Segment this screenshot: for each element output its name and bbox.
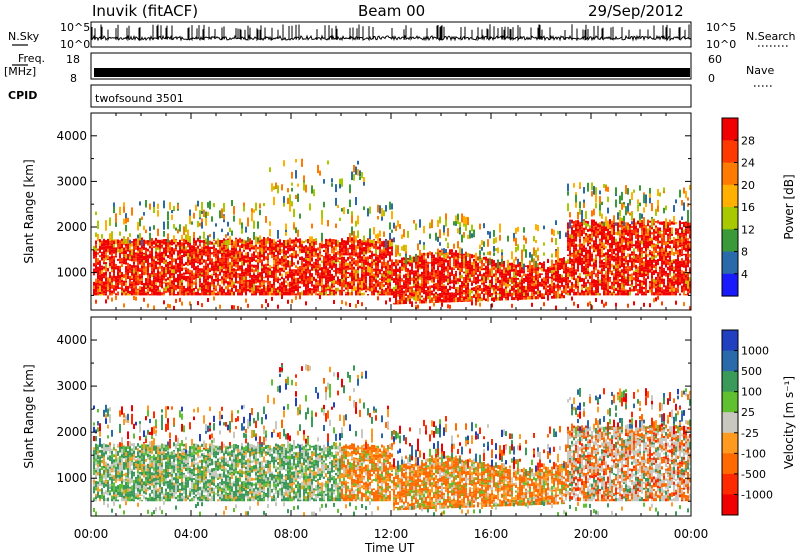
- velocity-panel: 1000 2000 3000 4000 Slant Range [km]: [22, 316, 692, 517]
- velocity-colorbar-swatch: [722, 330, 738, 352]
- x-tick-label: 20:00: [574, 527, 609, 541]
- x-tick-label: 00:00: [74, 527, 109, 541]
- nsearch-label: N.Search: [746, 30, 796, 43]
- power-colorbar-label: 12: [741, 223, 755, 236]
- velocity-colorbar-label: 25: [741, 406, 755, 419]
- velocity-colorbar-label: 500: [741, 365, 762, 378]
- velocity-colorbar-title: Velocity [m s⁻¹]: [782, 376, 796, 469]
- power-colorbar-swatch: [722, 162, 738, 186]
- nave-label: Nave: [746, 64, 774, 77]
- freq-panel-frame: [90, 52, 692, 80]
- date-title: 29/Sep/2012: [588, 2, 684, 20]
- power-data-cells: [93, 158, 691, 310]
- power-colorbar-label: 4: [741, 268, 748, 281]
- velocity-colorbar-label: -25: [741, 427, 759, 440]
- velocity-colorbar-frame: [721, 329, 739, 516]
- power-colorbar-label: 16: [741, 201, 755, 214]
- cpid-panel-frame: [90, 84, 692, 108]
- freq-label-2: [MHz]: [4, 65, 36, 78]
- velocity-colorbar-label: -1000: [741, 488, 773, 501]
- nsky-label: N.Sky: [8, 30, 40, 43]
- velocity-ylabel: Slant Range [km]: [22, 364, 36, 468]
- velocity-colorbar-label: -100: [741, 447, 766, 460]
- power-ylabel: Slant Range [km]: [22, 159, 36, 263]
- cpid-label: CPID: [8, 89, 37, 102]
- power-ytick-label: 2000: [56, 220, 87, 234]
- velocity-colorbar-swatch: [722, 453, 738, 475]
- nsky-panel-frame: [90, 21, 692, 48]
- freq-trace: [94, 68, 690, 77]
- velocity-ytick-label: 2000: [56, 425, 87, 439]
- velocity-ytick-label: 3000: [56, 379, 87, 393]
- velocity-colorbar-swatch: [722, 473, 738, 495]
- power-colorbar-swatch: [722, 140, 738, 164]
- velocity-colorbar-label: 100: [741, 386, 762, 399]
- power-colorbar-swatch: [722, 229, 738, 253]
- velocity-colorbar-swatch: [722, 350, 738, 372]
- velocity-ytick-label: 4000: [56, 333, 87, 347]
- nsky-trace-line: [90, 24, 692, 42]
- x-tick-label: 04:00: [174, 527, 209, 541]
- power-colorbar-label: 28: [741, 134, 755, 147]
- x-tick-label: 16:00: [474, 527, 509, 541]
- velocity-colorbar-swatch: [722, 494, 738, 516]
- power-colorbar-label: 24: [741, 157, 755, 170]
- power-colorbar-swatch: [722, 251, 738, 275]
- beam-title: Beam 00: [358, 2, 425, 20]
- velocity-colorbar: 1000 500 100 25 -25 -100 -500 -1000 Velocity [m …: [721, 329, 796, 516]
- power-colorbar-label: 8: [741, 246, 748, 259]
- power-colorbar: 28 24 20 16 12 8 4 Power [dB]: [721, 117, 796, 297]
- x-axis-ticks: 00:00 04:00 08:00 12:00 16:00 20:00 00:00: [74, 527, 709, 541]
- x-tick-label: 00:00: [674, 527, 709, 541]
- x-axis-label: Time UT: [364, 541, 415, 554]
- power-ytick-label: 1000: [56, 266, 87, 280]
- velocity-ytick-label: 1000: [56, 471, 87, 485]
- nsky-tick-bottom: 10^0: [60, 38, 90, 51]
- nave-tick-bottom: 0: [708, 72, 715, 85]
- velocity-colorbar-swatch: [722, 432, 738, 454]
- power-colorbar-swatch: [722, 184, 738, 208]
- velocity-colorbar-swatch: [722, 391, 738, 413]
- nsearch-tick-top: 10^5: [706, 21, 736, 34]
- nsky-tick-top: 10^5: [60, 21, 90, 34]
- velocity-data-cells: [93, 363, 691, 516]
- cpid-value: twofsound 3501: [95, 92, 184, 105]
- power-colorbar-swatch: [722, 118, 738, 141]
- nave-tick-top: 60: [708, 53, 722, 66]
- velocity-colorbar-label: 1000: [741, 345, 769, 358]
- power-colorbar-swatch: [722, 273, 738, 297]
- power-colorbar-title: Power [dB]: [782, 174, 796, 239]
- station-title: Inuvik (fitACF): [92, 2, 198, 20]
- power-colorbar-label: 20: [741, 179, 755, 192]
- velocity-colorbar-label: -500: [741, 468, 766, 481]
- power-ytick-label: 3000: [56, 174, 87, 188]
- velocity-colorbar-swatch: [722, 371, 738, 393]
- freq-label-1: Freq.: [18, 52, 45, 65]
- velocity-colorbar-swatch: [722, 412, 738, 434]
- x-tick-label: 12:00: [374, 527, 409, 541]
- power-panel: 1000 2000 3000 4000 Slant Range [km]: [22, 112, 692, 311]
- x-tick-label: 08:00: [274, 527, 309, 541]
- nsearch-tick-bottom: 10^0: [706, 38, 736, 51]
- nsky-trace: [90, 24, 692, 42]
- freq-tick-top: 18: [66, 53, 80, 66]
- power-colorbar-swatch: [722, 207, 738, 230]
- freq-tick-bottom: 8: [70, 72, 77, 85]
- power-ytick-label: 4000: [56, 129, 87, 143]
